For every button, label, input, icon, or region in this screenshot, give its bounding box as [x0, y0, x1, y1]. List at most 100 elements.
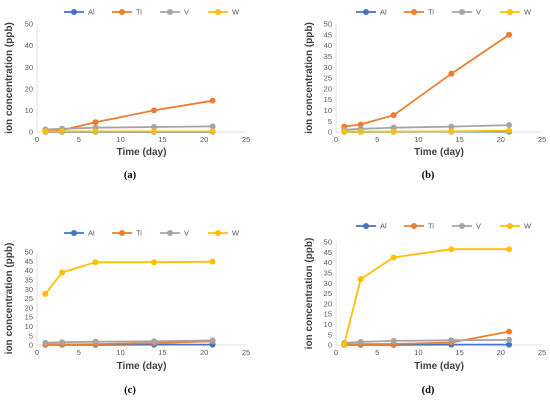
y-tick-label: 45: [25, 257, 33, 266]
x-tick-label: 20: [200, 135, 208, 144]
data-point-w: [209, 258, 216, 265]
data-point-w: [92, 259, 99, 266]
x-tick-label: 15: [455, 135, 463, 144]
data-point-v: [448, 337, 455, 344]
y-tick-label: 10: [25, 106, 33, 115]
y-tick-label: 40: [25, 266, 33, 275]
y-axis-title: ion concentration (ppb): [304, 22, 315, 134]
y-tick-label: 25: [324, 74, 332, 83]
data-point-w: [341, 341, 348, 348]
data-point-w: [357, 128, 364, 135]
y-tick-label: 40: [324, 258, 332, 267]
y-tick-label: 10: [25, 322, 33, 331]
data-point-w: [448, 128, 455, 135]
y-tick-label: 40: [25, 41, 33, 50]
y-tick-label: 0: [29, 128, 33, 137]
x-axis-title: Time (day): [117, 147, 167, 158]
x-tick-label: 15: [158, 348, 166, 357]
data-point-w: [59, 128, 66, 135]
y-tick-label: 5: [328, 330, 332, 339]
y-tick-label: 0: [328, 341, 332, 350]
x-tick-label: 25: [538, 348, 546, 357]
legend-marker-w: [215, 230, 221, 236]
x-axis-title: Time (day): [414, 361, 464, 372]
y-tick-label: 35: [324, 269, 332, 278]
y-tick-label: 25: [324, 289, 332, 298]
legend-label-al: Al: [88, 8, 95, 17]
data-point-w: [448, 246, 455, 253]
y-tick-label: 50: [25, 20, 33, 29]
data-point-ti: [506, 31, 513, 38]
y-tick-label: 5: [29, 331, 33, 340]
chart-panel-1: 0 10 20 30 40 50 0 5 10 15 20 25 Time (day) ion conce…: [4, 8, 250, 181]
data-point-v: [448, 123, 455, 130]
data-point-w: [209, 128, 216, 135]
data-point-v: [209, 337, 216, 344]
data-point-w: [506, 246, 513, 253]
legend-marker-ti: [411, 9, 417, 15]
y-axis-title: ion concentration (ppb): [4, 243, 15, 355]
data-point-w: [390, 254, 397, 261]
legend-label-al: Al: [380, 8, 387, 17]
x-tick-label: 5: [375, 348, 379, 357]
data-point-ti: [209, 97, 216, 104]
y-tick-label: 35: [324, 52, 332, 61]
data-point-al: [506, 341, 513, 348]
data-point-v: [506, 122, 513, 129]
data-point-w: [42, 290, 49, 297]
y-tick-label: 45: [324, 248, 332, 257]
legend-marker-v: [459, 9, 465, 15]
y-tick-label: 15: [324, 310, 332, 319]
y-tick-label: 20: [25, 303, 33, 312]
x-tick-label: 10: [116, 135, 124, 144]
legend-marker-v: [459, 223, 465, 229]
x-tick-label: 25: [242, 135, 250, 144]
y-tick-label: 15: [324, 95, 332, 104]
x-tick-label: 15: [158, 135, 166, 144]
y-tick-label: 15: [25, 313, 33, 322]
data-point-ti: [390, 112, 397, 119]
data-point-v: [151, 338, 158, 345]
series-line-w: [343, 248, 509, 345]
data-point-v: [209, 123, 216, 130]
legend-marker-w: [507, 223, 513, 229]
data-point-ti: [448, 70, 455, 77]
legend-label-w: W: [232, 229, 240, 238]
x-axis-title: Time (day): [117, 361, 167, 372]
legend-label-ti: Ti: [428, 8, 434, 17]
legend-label-v: V: [476, 222, 481, 231]
legend-label-al: Al: [88, 229, 95, 238]
data-point-v: [506, 336, 513, 343]
legend-label-v: V: [184, 229, 189, 238]
panel-label: (d): [422, 385, 435, 396]
y-axis-title: ion concentration (ppb): [4, 22, 15, 134]
y-axis-title: ion concentration (ppb): [304, 238, 315, 350]
y-tick-label: 10: [324, 320, 332, 329]
y-tick-label: 0: [328, 128, 332, 137]
series-line-v: [45, 125, 213, 131]
legend-label-w: W: [524, 8, 532, 17]
legend-marker-w: [215, 9, 221, 15]
data-point-ti: [357, 121, 364, 128]
data-point-w: [357, 276, 364, 283]
x-tick-label: 20: [497, 135, 505, 144]
x-tick-label: 0: [334, 135, 338, 144]
data-point-v: [42, 339, 49, 346]
y-tick-label: 5: [328, 117, 332, 126]
y-tick-label: 20: [25, 84, 33, 93]
x-tick-label: 20: [497, 348, 505, 357]
legend-label-al: Al: [380, 222, 387, 231]
series-line-v: [344, 124, 510, 131]
panel-label: (b): [422, 170, 435, 181]
y-tick-label: 20: [324, 84, 332, 93]
y-tick-label: 30: [324, 279, 332, 288]
data-point-v: [390, 337, 397, 344]
data-point-ti: [151, 107, 158, 114]
data-point-w: [151, 128, 158, 135]
legend-label-ti: Ti: [136, 229, 142, 238]
y-tick-label: 10: [324, 106, 332, 115]
legend-label-v: V: [476, 8, 481, 17]
legend-marker-ti: [119, 9, 125, 15]
